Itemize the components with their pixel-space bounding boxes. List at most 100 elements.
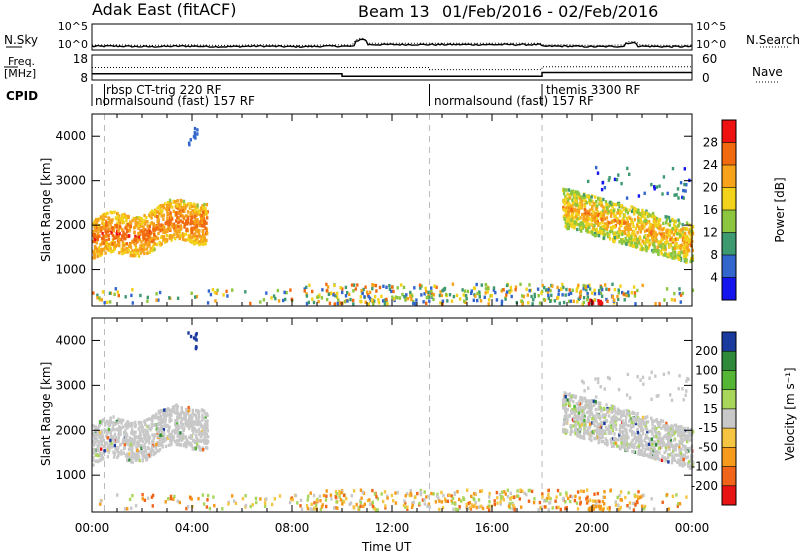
velocity-scatter-cell: [197, 427, 201, 432]
velocity-scatter-cell: [470, 494, 473, 499]
velocity-scatter-cell: [654, 431, 658, 435]
power-scatter-cell: [599, 226, 602, 230]
velocity-scatter-cell: [589, 498, 592, 502]
power-scatter-cell: [658, 227, 661, 231]
power-scatter-cell: [487, 286, 490, 291]
power-scatter-cell: [179, 219, 183, 223]
velocity-scatter-cell: [555, 505, 558, 510]
velocity-scatter-cell: [113, 444, 116, 448]
velocity-scatter-cell: [138, 458, 141, 463]
velocity-scatter-cell: [115, 427, 118, 431]
power-scatter-cell: [116, 243, 119, 247]
power-scatter-cell: [659, 224, 662, 228]
power-scatter-cell: [425, 290, 428, 294]
velocity-scatter-cell: [664, 459, 668, 463]
velocity-scatter-cell: [659, 421, 662, 426]
velocity-scatter-cell: [676, 453, 679, 457]
power-scatter-cell: [175, 231, 179, 235]
velocity-scatter-cell: [618, 433, 621, 437]
power-scatter-cell: [581, 221, 584, 226]
velocity-scatter-cell: [153, 433, 157, 437]
power-scatter-cell: [601, 205, 605, 209]
power-scatter-cell: [627, 226, 631, 230]
power-scatter-cell: [415, 298, 418, 302]
velocity-scatter-cell: [675, 426, 678, 430]
power-scatter-cell: [609, 203, 612, 207]
power-scatter-cell: [654, 222, 657, 226]
velocity-scatter-cell: [418, 501, 421, 506]
power-scatter-cell: [99, 229, 102, 233]
power-scatter-cell: [374, 283, 377, 288]
power-scatter-cell: [564, 214, 567, 218]
velocity-scatter-cell: [640, 418, 643, 422]
power-scatter-cell: [92, 256, 95, 260]
velocity-scatter-cell: [636, 375, 639, 379]
velocity-scatter-cell: [630, 441, 633, 445]
velocity-scatter-cell: [685, 450, 689, 454]
power-scatter-cell: [584, 285, 587, 290]
power-scatter-cell: [365, 290, 369, 294]
velocity-scatter-cell: [684, 393, 687, 397]
power-scatter-cell: [168, 204, 171, 209]
velocity-scatter-cell: [155, 442, 158, 447]
velocity-scatter-cell: [199, 421, 202, 425]
power-scatter-cell: [664, 252, 667, 256]
velocity-scatter-cell: [144, 432, 147, 436]
power-scatter-cell: [409, 290, 412, 295]
velocity-scatter-cell: [107, 423, 110, 428]
velocity-scatter-cell: [676, 504, 679, 508]
velocity-scatter-cell: [440, 490, 443, 495]
velocity-scatter-cell: [640, 449, 644, 453]
velocity-scatter-cell: [617, 445, 621, 449]
velocity-scatter-cell: [416, 491, 419, 496]
velocity-scatter-cell: [650, 452, 653, 456]
power-scatter-cell: [140, 243, 144, 248]
power-scatter-cell: [427, 295, 431, 299]
power-scatter-cell: [181, 214, 184, 218]
power-scatter-cell: [611, 226, 614, 231]
velocity-scatter-cell: [566, 407, 569, 412]
velocity-scatter-cell: [164, 500, 167, 504]
power-scatter-cell: [670, 297, 674, 302]
velocity-scatter-cell: [621, 430, 624, 434]
velocity-scatter-cell: [452, 507, 455, 511]
velocity-scatter-cell: [596, 435, 599, 440]
power-scatter-cell: [134, 219, 137, 223]
velocity-scatter-cell: [191, 426, 195, 431]
power-scatter-cell: [179, 202, 182, 207]
power-scatter-cell: [628, 208, 631, 212]
power-scatter-cell: [598, 288, 601, 293]
velocity-scatter-cell: [504, 492, 507, 496]
power-scatter-cell: [604, 283, 607, 287]
power-scatter-cell: [311, 289, 314, 294]
power-scatter-cell: [326, 297, 329, 302]
power-scatter-cell: [640, 220, 643, 225]
power-scatter-cell: [652, 230, 656, 235]
velocity-scatter-cell: [486, 505, 489, 510]
power-scatter-cell: [134, 245, 138, 250]
velocity-scatter-cell: [205, 505, 209, 509]
power-scatter-cell: [558, 301, 561, 305]
velocity-scatter-cell: [642, 453, 645, 457]
velocity-scatter-cell: [141, 458, 144, 462]
power-scatter-cell: [151, 212, 154, 217]
power-scatter-cell: [588, 283, 591, 287]
velocity-scatter-cell: [588, 406, 591, 410]
velocity-scatter-cell: [580, 402, 583, 406]
velocity-scatter-cell: [582, 416, 586, 421]
power-scatter-cell: [691, 248, 694, 253]
velocity-scatter-cell: [543, 505, 546, 509]
power-scatter-cell: [600, 201, 603, 206]
velocity-scatter-cell: [359, 501, 362, 505]
power-scatter-cell: [131, 301, 134, 305]
power-scatter-cell: [601, 220, 604, 225]
velocity-scatter-cell: [578, 414, 581, 418]
power-scatter-cell: [642, 247, 646, 251]
power-scatter-cell: [675, 226, 679, 230]
velocity-scatter-cell: [630, 420, 633, 425]
power-scatter-cell: [657, 221, 661, 225]
power-scatter-cell: [644, 237, 648, 241]
power-scatter-cell: [600, 294, 604, 298]
power-scatter-cell: [638, 236, 642, 240]
power-scatter-cell: [202, 217, 206, 221]
